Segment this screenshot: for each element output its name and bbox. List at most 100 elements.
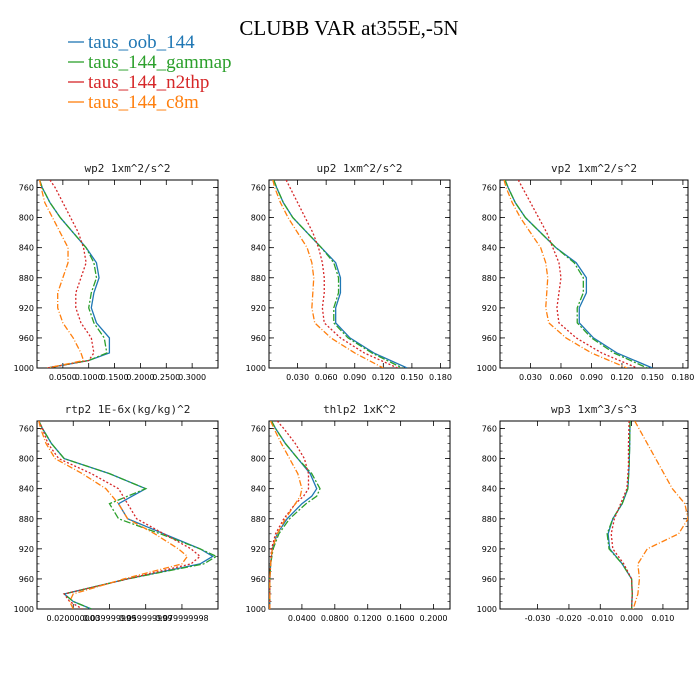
panel-2: up2 1xm^2/s^2 760 800 840 880 920 960 1000 0.030…	[246, 162, 452, 382]
panel-title: thlp2 1xK^2	[323, 403, 396, 416]
xtick-label: 0.0400	[288, 614, 316, 623]
legend-label-taus_144_n2thp: taus_144_n2thp	[88, 72, 209, 93]
ytick-label: 880	[482, 515, 497, 524]
xtick-label: 0.120	[610, 373, 633, 382]
panel-title: rtp2 1E-6x(kg/kg)^2	[65, 403, 191, 416]
panel-1: wp2 1xm^2/s^2 760 800 840 880 920 960 1000 0.050…	[14, 162, 219, 382]
xtick-label: 0.090	[580, 373, 603, 382]
series-line-taus_144_gammap	[38, 180, 108, 368]
series-line-taus_144_n2thp	[269, 421, 310, 609]
series-line-taus_144_n2thp	[517, 180, 638, 368]
xtick-label: 0.1500	[101, 373, 129, 382]
ytick-label: 800	[19, 455, 34, 464]
xtick-label: 0.010	[651, 614, 674, 623]
panel-title: wp2 1xm^2/s^2	[84, 162, 170, 175]
ytick-label: 800	[19, 214, 34, 223]
ytick-label: 840	[19, 485, 34, 494]
xtick-label: 0.060	[315, 373, 338, 382]
ytick-label: 880	[251, 515, 266, 524]
ytick-label: 800	[251, 455, 266, 464]
ytick-label: 880	[482, 274, 497, 283]
panels: wp2 1xm^2/s^2 760 800 840 880 920 960 1000 0.050…	[14, 162, 695, 623]
ytick-label: 920	[19, 304, 34, 313]
ytick-label: 800	[482, 455, 497, 464]
ytick-label: 840	[19, 244, 34, 253]
series-line-taus_144_gammap	[273, 180, 403, 368]
panel-title: vp2 1xm^2/s^2	[551, 162, 637, 175]
series-line-taus_oob_144	[38, 180, 111, 368]
series-line-taus_144_c8m	[272, 180, 384, 368]
xtick-label: 0.030	[519, 373, 542, 382]
plot-frame	[36, 420, 219, 610]
series-line-taus_144_c8m	[38, 421, 189, 609]
xtick-label: 0.150	[400, 373, 423, 382]
xtick-label: 0.000	[620, 614, 643, 623]
series-line-taus_144_c8m	[38, 180, 85, 368]
ytick-label: 1000	[246, 364, 266, 373]
plot-frame	[268, 179, 451, 369]
series-line-taus_144_n2thp	[38, 421, 202, 609]
xtick-label: 0.090	[343, 373, 366, 382]
ytick-label: 760	[251, 425, 266, 434]
ytick-label: 840	[251, 485, 266, 494]
series-line-taus_oob_144	[504, 180, 653, 368]
xtick-label: 0.1200	[354, 614, 382, 623]
ytick-label: 800	[251, 214, 266, 223]
panel-4: rtp2 1E-6x(kg/kg)^2 760 800 840 880 920 960 100…	[14, 403, 219, 623]
ytick-label: 920	[251, 304, 266, 313]
ytick-label: 760	[482, 184, 497, 193]
xtick-label: 0.060	[550, 373, 573, 382]
ytick-label: 960	[251, 575, 266, 584]
ytick-label: 1000	[246, 605, 266, 614]
plot-frame	[268, 420, 451, 610]
xtick-label: 0.1000	[75, 373, 103, 382]
xtick-label: -0.020	[556, 614, 582, 623]
series-line-taus_144_gammap	[504, 180, 648, 368]
xtick-label: 0.2500	[152, 373, 180, 382]
ytick-label: 800	[482, 214, 497, 223]
ytick-label: 1000	[14, 364, 34, 373]
legend-label-taus_144_gammap: taus_144_gammap	[88, 52, 232, 73]
ytick-label: 760	[482, 425, 497, 434]
ytick-label: 1000	[477, 605, 497, 614]
ytick-label: 840	[482, 485, 497, 494]
ytick-label: 960	[482, 575, 497, 584]
ytick-label: 880	[251, 274, 266, 283]
xtick-label: 0.0500	[49, 373, 77, 382]
panel-3: vp2 1xm^2/s^2 760 800 840 880 920 960 1000 0.030…	[477, 162, 695, 382]
series-line-taus_144_n2thp	[285, 180, 398, 368]
series-line-taus_144_gammap	[38, 421, 218, 609]
xtick-label: 0.120	[372, 373, 395, 382]
xtick-label: 0.180	[671, 373, 694, 382]
ytick-label: 960	[482, 334, 497, 343]
xtick-label: 0.3000	[178, 373, 206, 382]
series-line-taus_144_c8m	[632, 421, 688, 609]
series-line-taus_144_c8m	[503, 180, 628, 368]
xtick-label: 0.039999999	[83, 614, 136, 623]
xtick-label: 0.150	[641, 373, 664, 382]
ytick-label: 880	[19, 515, 34, 524]
panel-5: thlp2 1xK^2 760 800 840 880 920 960 1000 0.0400 0…	[246, 403, 451, 623]
ytick-label: 1000	[14, 605, 34, 614]
series-line-taus_oob_144	[273, 180, 408, 368]
xtick-label: -0.030	[525, 614, 551, 623]
panel-title: up2 1xm^2/s^2	[316, 162, 402, 175]
plot-frame	[36, 179, 219, 369]
ytick-label: 1000	[477, 364, 497, 373]
ytick-label: 840	[482, 244, 497, 253]
ytick-label: 920	[251, 545, 266, 554]
xtick-label: 0.020000000	[47, 614, 100, 623]
ytick-label: 920	[482, 545, 497, 554]
xtick-label: 0.0800	[321, 614, 349, 623]
legend-label-taus_144_c8m: taus_144_c8m	[88, 92, 199, 113]
plot-frame	[499, 420, 689, 610]
ytick-label: 760	[19, 425, 34, 434]
figure-title: CLUBB VAR at355E,-5N	[239, 16, 458, 40]
ytick-label: 960	[19, 334, 34, 343]
xtick-label: 0.030	[286, 373, 309, 382]
ytick-label: 960	[251, 334, 266, 343]
ytick-label: 880	[19, 274, 34, 283]
ytick-label: 760	[19, 184, 34, 193]
series-line-taus_144_gammap	[269, 421, 321, 609]
